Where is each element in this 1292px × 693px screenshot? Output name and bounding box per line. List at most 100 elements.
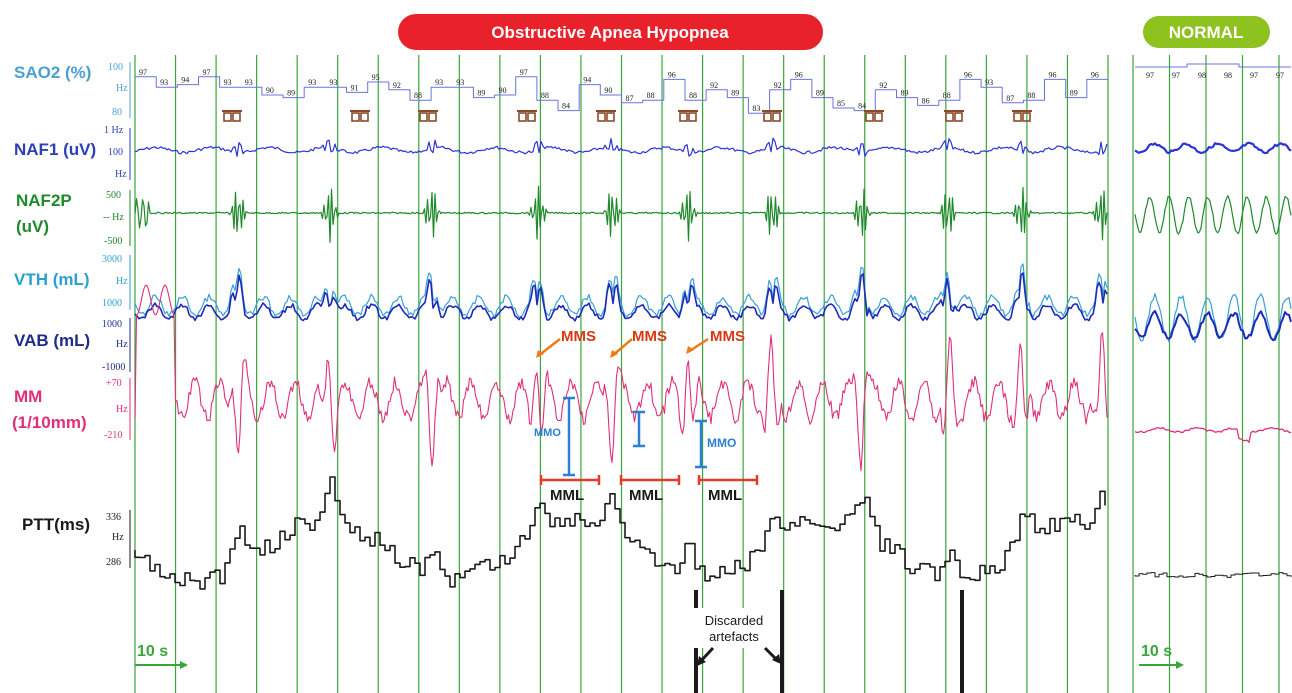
mms-annotation-2: MMS bbox=[610, 328, 667, 358]
event-marker bbox=[1012, 110, 1032, 122]
mml-annotation-3: MML bbox=[697, 475, 759, 504]
mml-label-2: MML bbox=[629, 487, 663, 504]
mms-annotation-3: MMS bbox=[686, 328, 745, 354]
sao2-value: 92 bbox=[774, 81, 782, 90]
discarded-label-background bbox=[690, 608, 778, 648]
sao2-value: 92 bbox=[393, 81, 401, 90]
scale-naf2p-mid: -- Hz bbox=[103, 212, 124, 223]
trace-mm bbox=[134, 284, 1108, 472]
scale-naf1-mid: 100 bbox=[108, 147, 123, 158]
signal-traces bbox=[134, 63, 1292, 693]
trace-vth bbox=[134, 263, 1108, 319]
event-marker bbox=[762, 110, 782, 122]
scale-vth-top: 3000 bbox=[102, 254, 122, 265]
sao2-value: 88 bbox=[1027, 91, 1035, 100]
scale-ptt-mid: Hz bbox=[112, 532, 124, 543]
discarded-label-line2: artefacts bbox=[709, 629, 759, 644]
sao2-value: 86 bbox=[922, 96, 930, 105]
mml-annotations: MML MML MML bbox=[539, 475, 759, 504]
mml-label-1: MML bbox=[550, 487, 584, 504]
sao2-value: 97 bbox=[520, 68, 528, 77]
time-scale-apnea: 10 s bbox=[135, 643, 188, 669]
sao2-value: 97 bbox=[139, 68, 147, 77]
channel-label-vab: VAB (mL) bbox=[14, 331, 90, 350]
mml-annotation-1: MML bbox=[539, 475, 601, 504]
channel-label-naf1: NAF1 (uV) bbox=[14, 140, 96, 159]
sao2-value: 88 bbox=[414, 91, 422, 100]
sao2-value: 90 bbox=[266, 86, 274, 95]
scale-sao2-mid: Hz bbox=[116, 83, 128, 94]
mmo-label-1: MMO bbox=[534, 427, 561, 439]
scale-vab-bot: -1000 bbox=[102, 362, 125, 373]
channel-label-vth: VTH (mL) bbox=[14, 270, 90, 289]
time-scale-normal: 10 s bbox=[1139, 643, 1184, 669]
sao2-value: 96 bbox=[1091, 70, 1099, 79]
mms-annotations: MMS MMS MMS bbox=[536, 328, 745, 358]
apnea-title-pill bbox=[398, 14, 823, 50]
sao2-value: 88 bbox=[943, 91, 951, 100]
sao2-normal-value: 97 bbox=[1172, 71, 1180, 80]
mms-arrowhead-1 bbox=[536, 350, 544, 358]
mms-arrowhead-2 bbox=[610, 350, 618, 358]
trace-sao2-normal bbox=[1135, 63, 1291, 68]
sao2-normal-value: 97 bbox=[1146, 71, 1154, 80]
sao2-value: 94 bbox=[583, 76, 591, 85]
event-marker bbox=[418, 110, 438, 122]
sao2-value: 89 bbox=[1070, 89, 1078, 98]
mms-arrowhead-3 bbox=[686, 346, 694, 354]
normal-title: NORMAL bbox=[1169, 23, 1244, 42]
scale-mm-top: +70 bbox=[106, 378, 122, 389]
channel-label-naf2p: NAF2P bbox=[16, 191, 72, 210]
sao2-value: 95 bbox=[372, 73, 380, 82]
channel-labels: SAO2 (%) NAF1 (uV) NAF2P (uV) VTH (mL) V… bbox=[12, 63, 96, 534]
trace-naf1 bbox=[134, 137, 1108, 157]
mmo-annotations: MMO MMO bbox=[534, 396, 736, 477]
sao2-value: 93 bbox=[435, 78, 443, 87]
sao2-value: 90 bbox=[604, 86, 612, 95]
sao2-value: 83 bbox=[752, 104, 760, 113]
sao2-value: 92 bbox=[879, 81, 887, 90]
mmo-label-3: MMO bbox=[707, 436, 736, 450]
channel-scales: 100 Hz 80 1 Hz 100 Hz 500 -- Hz -500 300… bbox=[102, 62, 131, 568]
event-marker bbox=[944, 110, 964, 122]
scale-naf2p-bot: -500 bbox=[104, 236, 122, 247]
sao2-normal-value: 97 bbox=[1250, 71, 1258, 80]
sao2-value: 89 bbox=[287, 89, 295, 98]
apnea-title: Obstructive Apnea Hypopnea bbox=[491, 23, 729, 42]
sao2-value: 88 bbox=[541, 91, 549, 100]
scale-vth-bot: 1000 bbox=[102, 298, 122, 309]
trace-vab-normal bbox=[1134, 310, 1292, 341]
sao2-value: 87 bbox=[626, 94, 634, 103]
normal-title-banner: NORMAL bbox=[1143, 16, 1270, 48]
scale-vab-top: 1000 bbox=[102, 319, 122, 330]
sao2-value: 89 bbox=[477, 89, 485, 98]
trace-vth-normal bbox=[1134, 293, 1292, 344]
apnea-title-banner: Obstructive Apnea Hypopnea bbox=[398, 14, 823, 50]
mml-label-3: MML bbox=[708, 487, 742, 504]
sao2-value: 96 bbox=[795, 70, 803, 79]
trace-mm-normal bbox=[1134, 426, 1292, 443]
mms-label-1: MMS bbox=[561, 328, 596, 345]
event-marker bbox=[222, 110, 242, 122]
discarded-label-line1: Discarded bbox=[705, 613, 764, 628]
mms-label-3: MMS bbox=[710, 328, 745, 345]
scale-mm-mid: Hz bbox=[116, 404, 128, 415]
trace-naf1-normal bbox=[1134, 141, 1292, 155]
mms-annotation-1: MMS bbox=[536, 328, 596, 358]
mmo-bar-3: MMO bbox=[695, 419, 736, 469]
sao2-value: 96 bbox=[1049, 70, 1057, 79]
sao2-value: 85 bbox=[837, 99, 845, 108]
sao2-value: 84 bbox=[562, 102, 570, 111]
discarded-arrowhead-right bbox=[772, 654, 781, 664]
event-marker bbox=[678, 110, 698, 122]
sao2-value-labels: 97 93 94 97 93 93 90 89 93 93 91 95 92 88 93 93 89 90 97 88… bbox=[139, 68, 1284, 113]
channel-label-mm: MM bbox=[14, 387, 42, 406]
time-scale-label-apnea: 10 s bbox=[137, 643, 168, 660]
event-marker bbox=[596, 110, 616, 122]
scale-naf2p-top: 500 bbox=[106, 190, 121, 201]
scale-vab-mid: Hz bbox=[116, 339, 128, 350]
sao2-value: 89 bbox=[900, 89, 908, 98]
sao2-value: 97 bbox=[202, 68, 210, 77]
sao2-value: 93 bbox=[245, 78, 253, 87]
